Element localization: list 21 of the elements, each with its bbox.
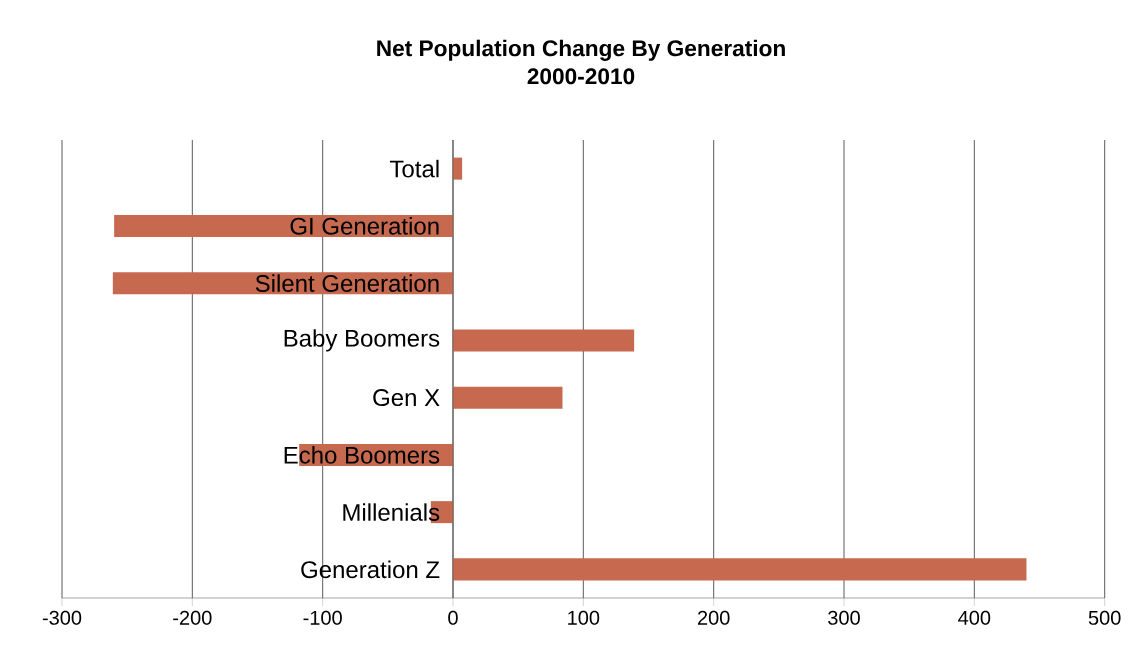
- bar: [114, 214, 453, 237]
- x-tick-label: 200: [697, 610, 730, 625]
- chart-subtitle: 2000-2010: [527, 68, 635, 85]
- y-tick-label: GI Generation: [290, 217, 439, 235]
- x-tick-label: -300: [42, 610, 82, 625]
- x-tick-label: 100: [568, 610, 600, 625]
- x-tick-label: 400: [958, 610, 991, 625]
- x-tick-label: -100: [303, 610, 342, 625]
- bar: [453, 558, 1027, 581]
- y-tick-label: Generation Z: [301, 560, 440, 579]
- y-tick-label: Total: [389, 159, 439, 178]
- chart-title: Net Population Change By Generation: [377, 39, 785, 61]
- x-tick-label: 0: [448, 610, 458, 625]
- x-tick-label: -200: [173, 610, 212, 625]
- y-tick-label: Silent Generation: [255, 274, 439, 292]
- x-tick-label: 500: [1088, 610, 1121, 625]
- y-tick-label: Gen X: [373, 389, 440, 407]
- bar: [453, 386, 563, 409]
- x-tick-label: 300: [828, 610, 860, 625]
- bar: [453, 329, 635, 352]
- y-tick-label: Baby Boomers: [284, 329, 440, 352]
